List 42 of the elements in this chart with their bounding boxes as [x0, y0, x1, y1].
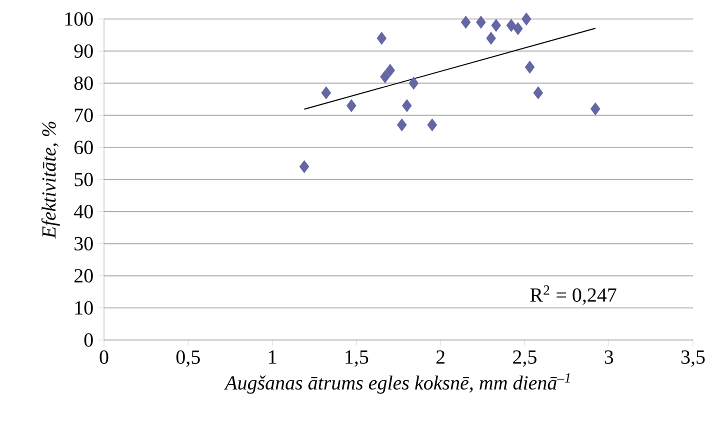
point	[506, 19, 516, 32]
y-tick-label: 20	[74, 269, 93, 283]
y-tick-label: 100	[65, 12, 93, 26]
point	[533, 86, 544, 100]
point	[427, 118, 438, 132]
point	[513, 22, 523, 36]
y-tick-label: 50	[74, 172, 93, 186]
x-axis-title: Augšanas ātrums egles koksnē, mm dienā$^{–1}$	[224, 373, 570, 394]
point	[346, 99, 356, 112]
y-tick-label: 80	[74, 76, 93, 90]
x-tick-label: 1,5	[346, 350, 368, 367]
point	[376, 32, 387, 45]
point	[460, 16, 471, 29]
y-axis-title: Efektivitāte, %	[41, 122, 60, 239]
annotation: R$^{2}$ = 0,247	[530, 285, 616, 305]
x-tick-label: 0	[100, 350, 108, 364]
point	[476, 16, 486, 29]
point	[396, 118, 407, 132]
point	[385, 64, 395, 77]
y-tick-label: 10	[75, 301, 93, 315]
y-tick-label: 90	[74, 44, 93, 58]
x-tick-label: 2,5	[513, 350, 536, 367]
x-tick-label: 2	[436, 350, 444, 364]
point	[321, 86, 332, 100]
y-tick-label: 70	[74, 108, 93, 122]
x-tick-label: 3	[604, 350, 614, 364]
point	[524, 60, 535, 74]
point	[299, 160, 310, 174]
y-tick-label: 60	[74, 140, 93, 154]
point	[522, 12, 532, 26]
x-tick-label: 0,5	[176, 350, 200, 367]
y-tick-label: 0	[84, 333, 93, 347]
x-tick-label: 1	[269, 350, 276, 364]
y-tick-label: 40	[74, 204, 93, 218]
point	[590, 102, 600, 116]
point	[380, 70, 390, 84]
x-tick-label: 3,5	[681, 350, 705, 367]
y-tick-label: 30	[74, 236, 93, 250]
point	[491, 19, 501, 32]
point	[486, 32, 496, 45]
point	[408, 76, 419, 90]
point	[402, 99, 412, 112]
